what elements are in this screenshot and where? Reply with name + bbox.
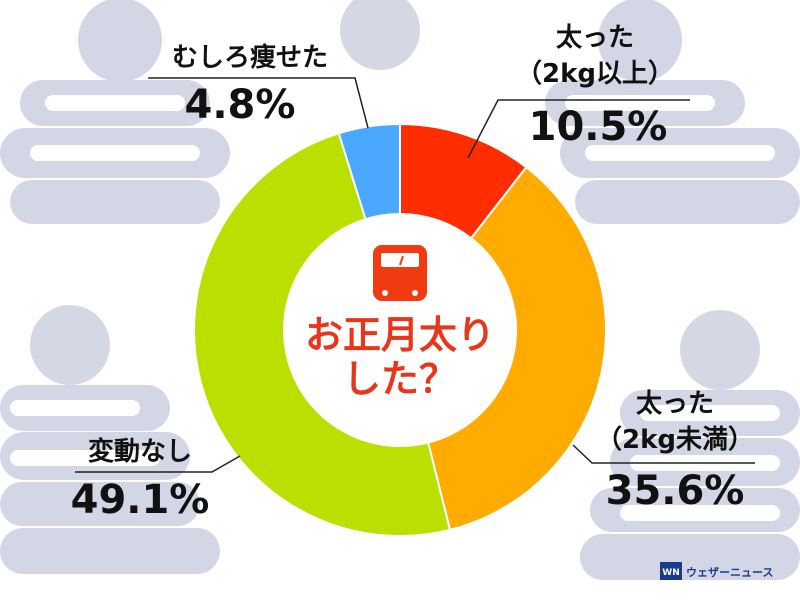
value-no-change: 49.1% (71, 477, 210, 523)
leader-line-gained-under-2kg (572, 444, 755, 464)
label-gained-under-2kg-line-1: 太った (636, 389, 714, 419)
label-lost-weight: むしろ痩せた (172, 42, 328, 73)
weathernews-logo: WN ウェザーニュース (660, 562, 773, 580)
leader-line-no-change (75, 455, 241, 473)
center-title-line-1: お正月太り (305, 313, 495, 357)
value-gained-under-2kg: 35.6% (606, 468, 745, 514)
label-no-change: 変動なし (88, 436, 192, 467)
leader-line-lost-weight (148, 77, 369, 129)
brand-name: ウェザーニュース (686, 566, 773, 579)
leader-line-gained-2kg-plus (467, 99, 690, 159)
value-lost-weight: 4.8% (185, 82, 296, 128)
donut-hole (284, 214, 516, 446)
donut-slices (193, 122, 607, 537)
value-gained-2kg-plus: 10.5% (529, 104, 668, 150)
label-gained-2kg-plus-line-2: （2kg以上） (516, 59, 674, 89)
label-gained-2kg-plus-line-1: 太った (556, 23, 634, 53)
label-gained-under-2kg-line-2: （2kg未満） (596, 425, 754, 455)
background-figures (0, 0, 800, 580)
leader-lines (75, 77, 755, 473)
brand-mark: WN (662, 568, 679, 578)
center-title-line-2: した？ (343, 357, 457, 401)
bathroom-scale-icon (373, 245, 427, 301)
